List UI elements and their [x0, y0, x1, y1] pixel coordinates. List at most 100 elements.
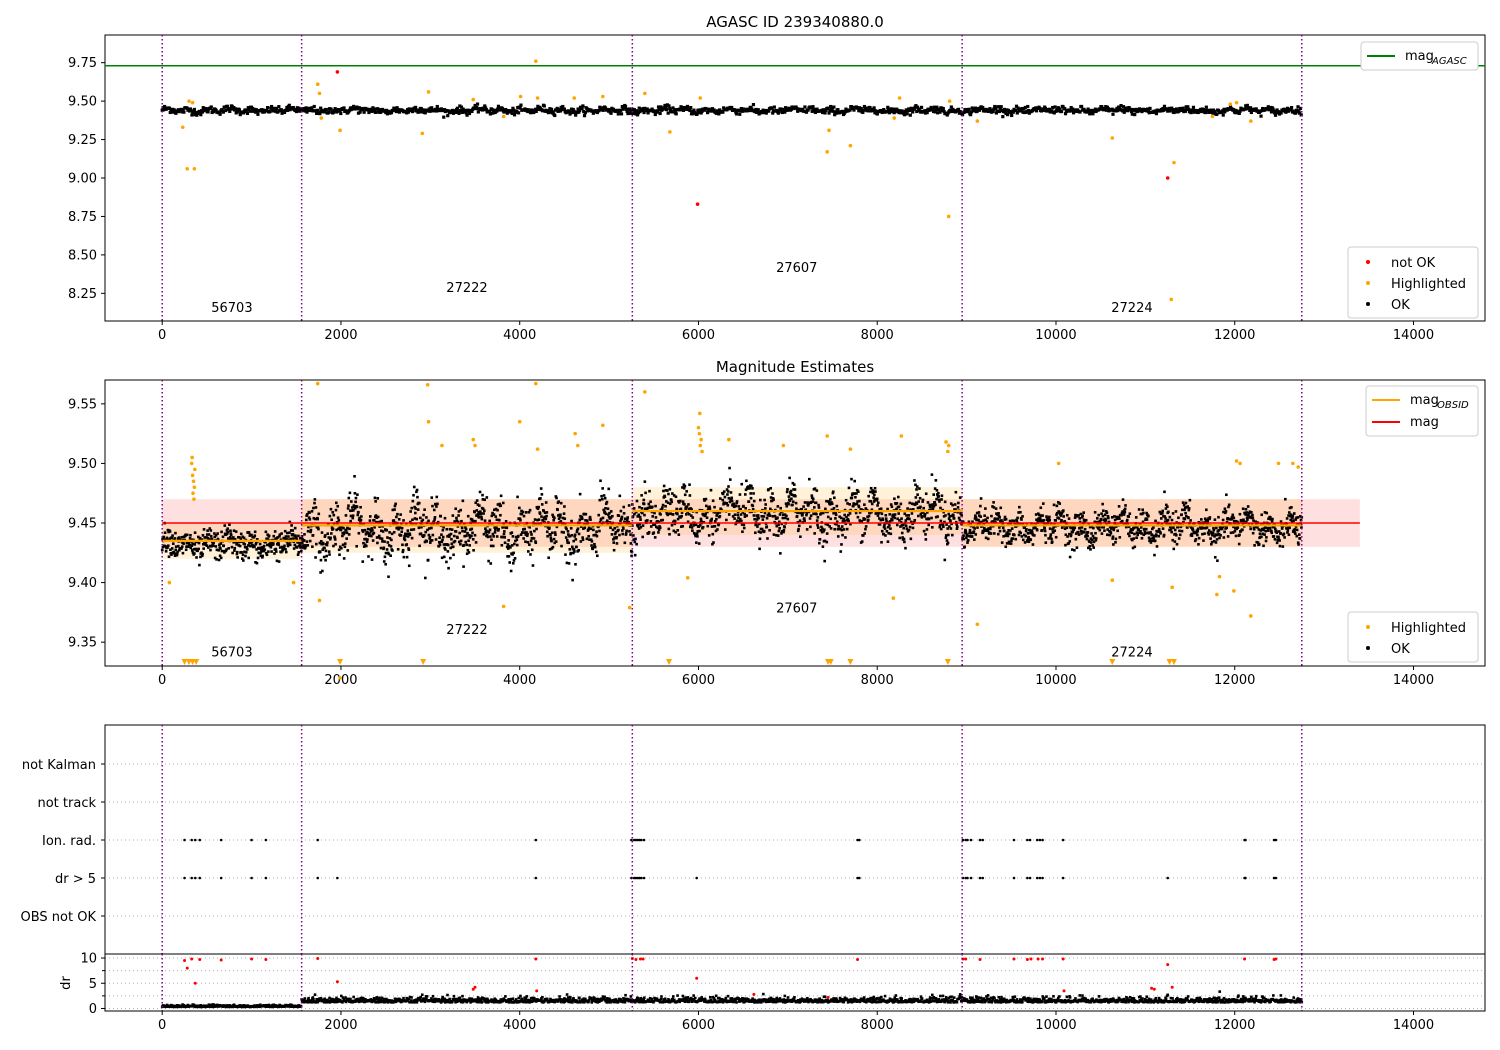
ok-point: [827, 111, 831, 115]
ok-point: [497, 527, 500, 531]
ok-point: [1248, 516, 1251, 519]
ok-point: [1080, 532, 1083, 535]
highlighted-point: [1170, 585, 1174, 590]
ok-point: [218, 112, 222, 116]
ok-point: [344, 514, 348, 517]
ok-point: [859, 107, 863, 111]
ok-point: [225, 532, 229, 535]
ok-point: [923, 111, 928, 115]
ok-point: [832, 105, 836, 109]
ok-point: [725, 501, 729, 505]
ok-point: [172, 108, 176, 112]
ok-point: [1234, 534, 1238, 538]
ok-point: [441, 538, 444, 542]
ok-point: [633, 553, 637, 557]
ok-point: [523, 531, 527, 534]
ok-point: [926, 501, 930, 504]
ok-point: [922, 529, 926, 533]
ok-point: [848, 108, 852, 112]
ok-point: [555, 496, 558, 500]
dr-gt-5-flag: [1272, 876, 1276, 880]
ion-rad-flag: [964, 838, 968, 842]
ok-point: [1186, 105, 1190, 109]
ok-point: [445, 108, 449, 113]
ok-point: [391, 549, 394, 552]
ok-point: [1136, 525, 1139, 529]
ok-point: [381, 530, 385, 533]
ok-point: [254, 541, 258, 544]
ok-point: [311, 545, 314, 548]
ok-point: [488, 112, 492, 116]
ok-point: [1080, 104, 1084, 109]
ok-point: [247, 544, 250, 547]
ok-point: [422, 109, 426, 113]
ok-point: [1039, 518, 1042, 521]
ok-point: [489, 544, 493, 548]
ok-point: [581, 536, 584, 539]
ok-point: [1089, 108, 1093, 113]
ok-point: [876, 504, 879, 507]
ok-point: [614, 530, 618, 534]
mid-ytick-label: 9.50: [68, 457, 97, 472]
ok-point: [734, 110, 738, 114]
ok-point: [962, 537, 966, 541]
ok-point: [1088, 525, 1092, 529]
ok-point: [510, 111, 514, 115]
ok-point: [802, 109, 806, 113]
ok-point: [1292, 519, 1295, 523]
ok-point: [621, 107, 625, 111]
ok-point: [508, 561, 512, 564]
ok-point: [1002, 534, 1005, 538]
ok-point: [879, 518, 883, 522]
ok-point: [377, 534, 381, 538]
ok-point: [593, 542, 596, 546]
below-range-marker: [337, 659, 344, 665]
ok-point: [769, 496, 773, 499]
ok-point: [806, 504, 810, 507]
ok-point: [703, 499, 706, 502]
ok-point: [701, 525, 705, 529]
ok-point: [989, 532, 993, 535]
ok-point: [1111, 535, 1115, 539]
ok-point: [545, 530, 549, 534]
ok-point: [427, 519, 430, 523]
ok-point: [1071, 107, 1075, 111]
ok-point: [930, 473, 934, 476]
ok-point: [518, 506, 521, 510]
ok-point: [1033, 534, 1036, 537]
ok-point: [380, 537, 384, 541]
ok-point: [208, 538, 211, 541]
ok-point: [365, 540, 369, 544]
ok-point: [587, 534, 591, 538]
ok-point: [611, 107, 616, 111]
ok-point: [162, 535, 165, 539]
ok-point: [463, 530, 467, 533]
ok-point: [1168, 515, 1172, 519]
ok-point: [417, 108, 421, 112]
ok-point: [433, 516, 437, 519]
ok-point: [523, 527, 527, 531]
ok-point: [311, 534, 315, 537]
ok-point: [1150, 533, 1154, 537]
ok-point: [248, 533, 252, 537]
ok-point: [1070, 109, 1074, 113]
ok-point: [426, 528, 429, 532]
highlighted-point: [189, 461, 194, 466]
ok-point: [1240, 519, 1243, 523]
ok-point: [938, 525, 942, 529]
ok-point: [251, 535, 254, 539]
ok-point: [277, 541, 280, 545]
ok-point: [1298, 537, 1302, 540]
ok-point: [534, 541, 538, 545]
highlighted-point: [535, 447, 540, 451]
ok-point: [716, 110, 720, 114]
ok-point: [615, 108, 620, 112]
ok-point: [949, 105, 953, 109]
ok-point: [218, 543, 221, 546]
ok-point: [634, 537, 637, 541]
ok-point: [854, 511, 858, 515]
ok-point: [856, 106, 860, 110]
ok-point: [290, 524, 293, 527]
ok-point: [346, 549, 350, 552]
ok-point: [699, 517, 703, 521]
